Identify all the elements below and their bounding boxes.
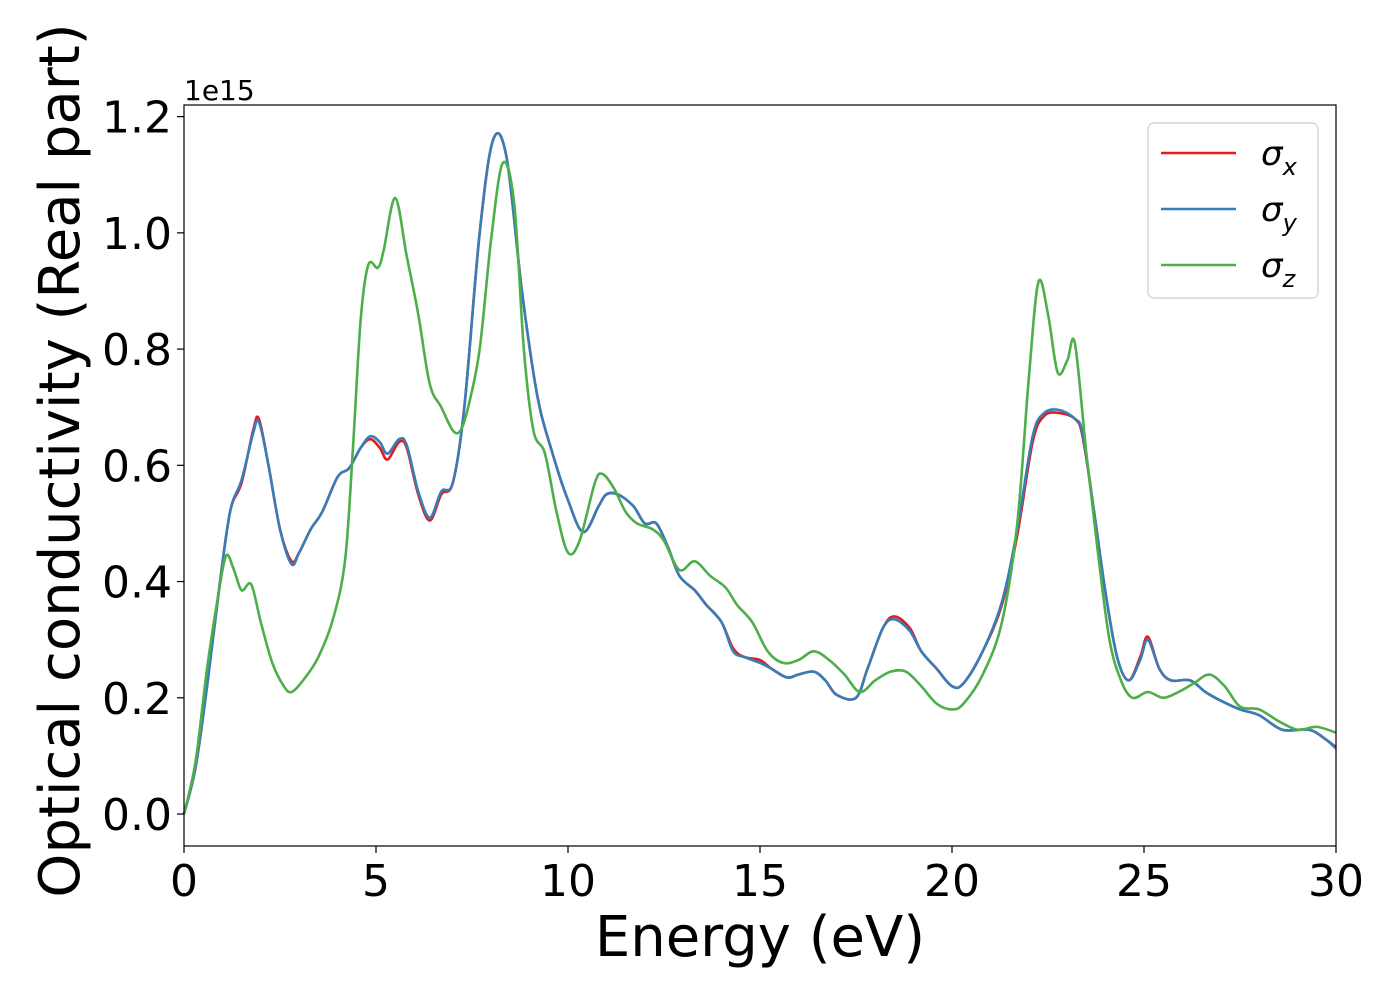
x-tick-label: 30 <box>1308 856 1364 907</box>
y-axis-offset-label: 1e15 <box>184 74 255 107</box>
y-tick-label: 0.2 <box>102 674 172 725</box>
y-tick-label: 0.8 <box>102 325 172 376</box>
x-tick-label: 25 <box>1116 856 1172 907</box>
x-axis-label: Energy (eV) <box>595 905 925 970</box>
legend-label-z: σz <box>1261 246 1297 293</box>
x-tick-label: 15 <box>732 856 788 907</box>
legend-label-x: σx <box>1261 134 1298 181</box>
legend: σx σy σz <box>1147 122 1319 299</box>
y-tick-label: 0.0 <box>102 790 172 841</box>
legend-label-y: σy <box>1261 190 1298 237</box>
series-line-z <box>182 160 1337 815</box>
x-tick-label: 10 <box>540 856 596 907</box>
x-tick-label: 20 <box>924 856 980 907</box>
y-axis-ticks: 0.0 0.2 0.4 0.6 0.8 1.0 1.2 <box>102 93 184 841</box>
x-tick-label: 5 <box>362 856 390 907</box>
series-line-y <box>182 131 1337 815</box>
y-tick-label: 0.6 <box>102 441 172 492</box>
x-axis-ticks: 0 5 10 15 20 25 30 <box>170 846 1364 907</box>
series-lines <box>182 131 1337 815</box>
y-tick-label: 1.2 <box>102 93 172 144</box>
legend-box <box>1147 122 1319 299</box>
y-axis-label: Optical conductivity (Real part) <box>28 23 93 897</box>
y-tick-label: 1.0 <box>102 209 172 260</box>
y-tick-label: 0.4 <box>102 558 172 609</box>
x-tick-label: 0 <box>170 856 198 907</box>
